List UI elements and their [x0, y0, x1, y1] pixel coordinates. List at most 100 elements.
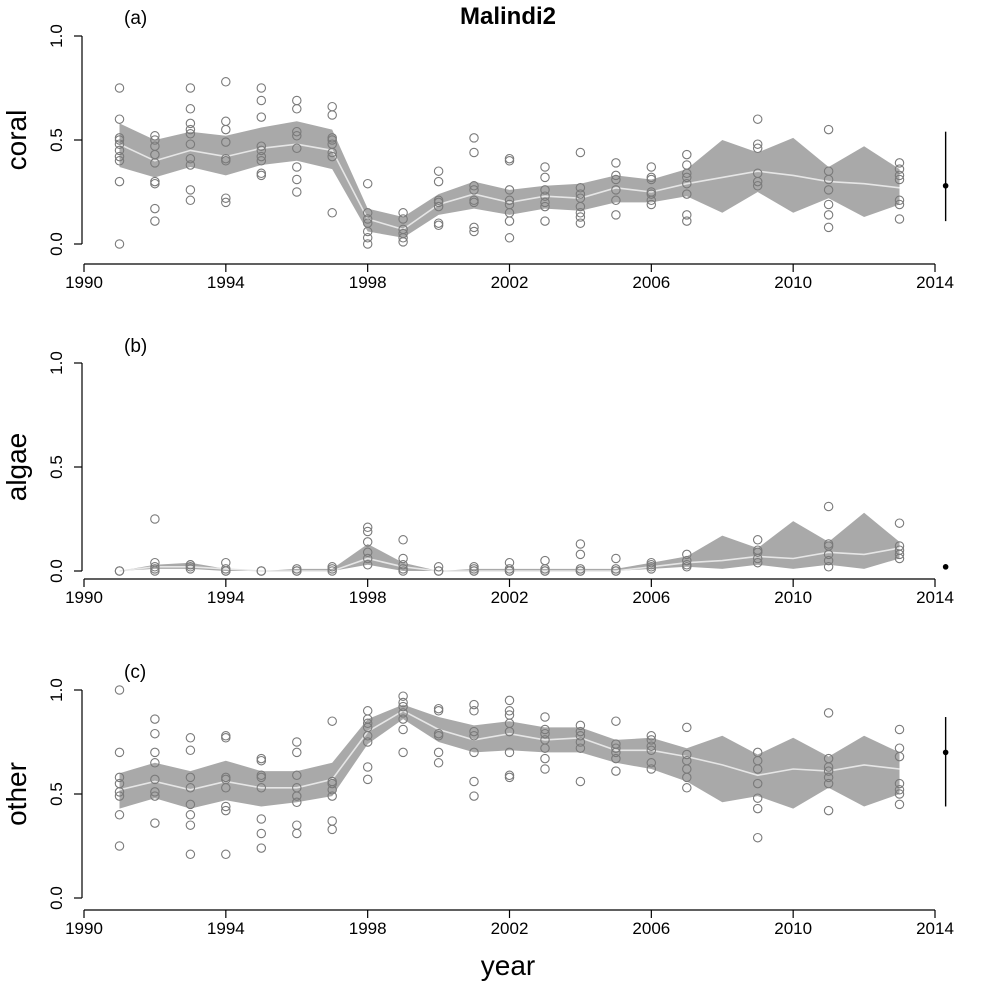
- other-x-tick-label: 1990: [65, 919, 103, 938]
- coral-data-point: [114, 83, 125, 93]
- coral-data-point: [894, 170, 905, 181]
- other-data-point: [150, 818, 160, 828]
- coral-data-point: [611, 158, 621, 168]
- other-data-point: [256, 770, 267, 781]
- coral-data-point: [823, 124, 834, 135]
- algae-data-point: [469, 562, 479, 572]
- algae-data-point: [611, 553, 621, 564]
- other-data-point: [256, 753, 267, 764]
- algae-data-point: [362, 553, 373, 564]
- algae-data-point: [398, 535, 408, 545]
- algae-y-tick-label: 0.5: [47, 455, 66, 479]
- other-data-point: [611, 739, 621, 749]
- coral-x-tick-label: 1994: [207, 273, 245, 292]
- other-data-point: [823, 753, 834, 764]
- coral-data-point: [682, 189, 692, 199]
- other-y-tick-label: 0.0: [47, 886, 66, 910]
- algae-data-point: [575, 549, 586, 560]
- algae-data-point: [894, 518, 905, 528]
- coral-data-point: [752, 181, 763, 191]
- coral-data-point: [221, 124, 231, 135]
- algae-data-point: [646, 557, 657, 568]
- coral-data-point: [150, 141, 160, 151]
- other-data-point: [433, 758, 444, 768]
- coral-data-point: [682, 172, 692, 183]
- other-data-point: [894, 724, 905, 735]
- other-data-point: [575, 737, 586, 747]
- algae-data-point: [682, 549, 692, 560]
- algae-data-point: [823, 555, 834, 566]
- other-data-point: [221, 772, 231, 783]
- algae-data-point: [504, 564, 515, 574]
- coral-data-point: [256, 141, 267, 151]
- coral-data-point: [292, 143, 302, 154]
- coral-data-point: [292, 95, 302, 106]
- coral-data-point: [540, 197, 550, 208]
- other-data-point: [292, 783, 302, 793]
- coral-confidence-band: [119, 121, 900, 238]
- coral-data-point: [504, 233, 515, 243]
- other-data-point: [646, 745, 657, 756]
- other-data-point: [469, 791, 479, 801]
- algae-data-point: [752, 557, 763, 568]
- coral-data-point: [150, 131, 160, 141]
- coral-data-point: [327, 110, 337, 120]
- coral-data-point: [114, 151, 125, 162]
- coral-data-point: [646, 172, 657, 183]
- other-data-point: [185, 810, 196, 820]
- other-x-tick-label: 2006: [632, 919, 670, 938]
- coral-data-point: [221, 77, 231, 87]
- coral-x-tick-label: 2014: [916, 273, 954, 292]
- algae-confidence-band: [119, 512, 900, 571]
- coral-data-point: [327, 208, 337, 218]
- coral-data-point: [398, 228, 408, 239]
- coral-data-point: [469, 226, 479, 237]
- coral-data-point: [894, 174, 905, 185]
- algae-data-point: [823, 539, 834, 549]
- other-data-point: [540, 728, 550, 739]
- other-data-point: [611, 743, 621, 753]
- coral-data-point: [221, 116, 231, 127]
- algae-data-point: [362, 522, 373, 533]
- other-data-point: [221, 801, 231, 812]
- coral-data-point: [292, 162, 302, 172]
- coral-data-point: [575, 189, 586, 199]
- other-data-point: [611, 766, 621, 776]
- other-data-point: [752, 793, 763, 803]
- other-data-point: [150, 791, 160, 801]
- coral-data-point: [185, 185, 196, 195]
- coral-data-point: [575, 208, 586, 218]
- other-data-point: [469, 747, 479, 758]
- other-data-point: [185, 799, 196, 810]
- coral-data-point: [150, 135, 160, 145]
- coral-x-tick-label: 1998: [349, 273, 387, 292]
- other-data-point: [221, 733, 231, 743]
- algae-data-point: [150, 514, 160, 524]
- other-x-tick-label: 2010: [774, 919, 812, 938]
- algae-data-point: [504, 557, 515, 568]
- algae-data-point: [433, 562, 444, 572]
- coral-data-point: [433, 201, 444, 212]
- panel-algae: 0.0 0.5 1.0 1990 1994 1998 2002 2006 2010 2014 (b)…: [1, 336, 954, 607]
- coral-data-point: [823, 222, 834, 233]
- other-data-point: [823, 772, 834, 783]
- coral-data-point: [469, 195, 479, 206]
- other-data-point: [646, 735, 657, 745]
- other-data-point: [398, 708, 408, 718]
- other-data-point: [823, 708, 834, 718]
- other-data-point: [256, 755, 267, 766]
- coral-data-point: [469, 147, 479, 158]
- coral-data-point: [823, 199, 834, 210]
- other-data-point: [646, 731, 657, 741]
- algae-data-point: [433, 566, 444, 576]
- coral-data-point: [292, 104, 302, 114]
- other-data-point: [575, 731, 586, 741]
- other-data-point: [540, 724, 550, 735]
- other-y-tick-label: 0.5: [47, 782, 66, 806]
- other-data-point: [752, 832, 763, 843]
- other-data-point: [114, 841, 125, 851]
- other-data-point: [682, 722, 692, 733]
- algae-x-tick-label: 1990: [65, 588, 103, 607]
- algae-mean-line: [119, 547, 900, 572]
